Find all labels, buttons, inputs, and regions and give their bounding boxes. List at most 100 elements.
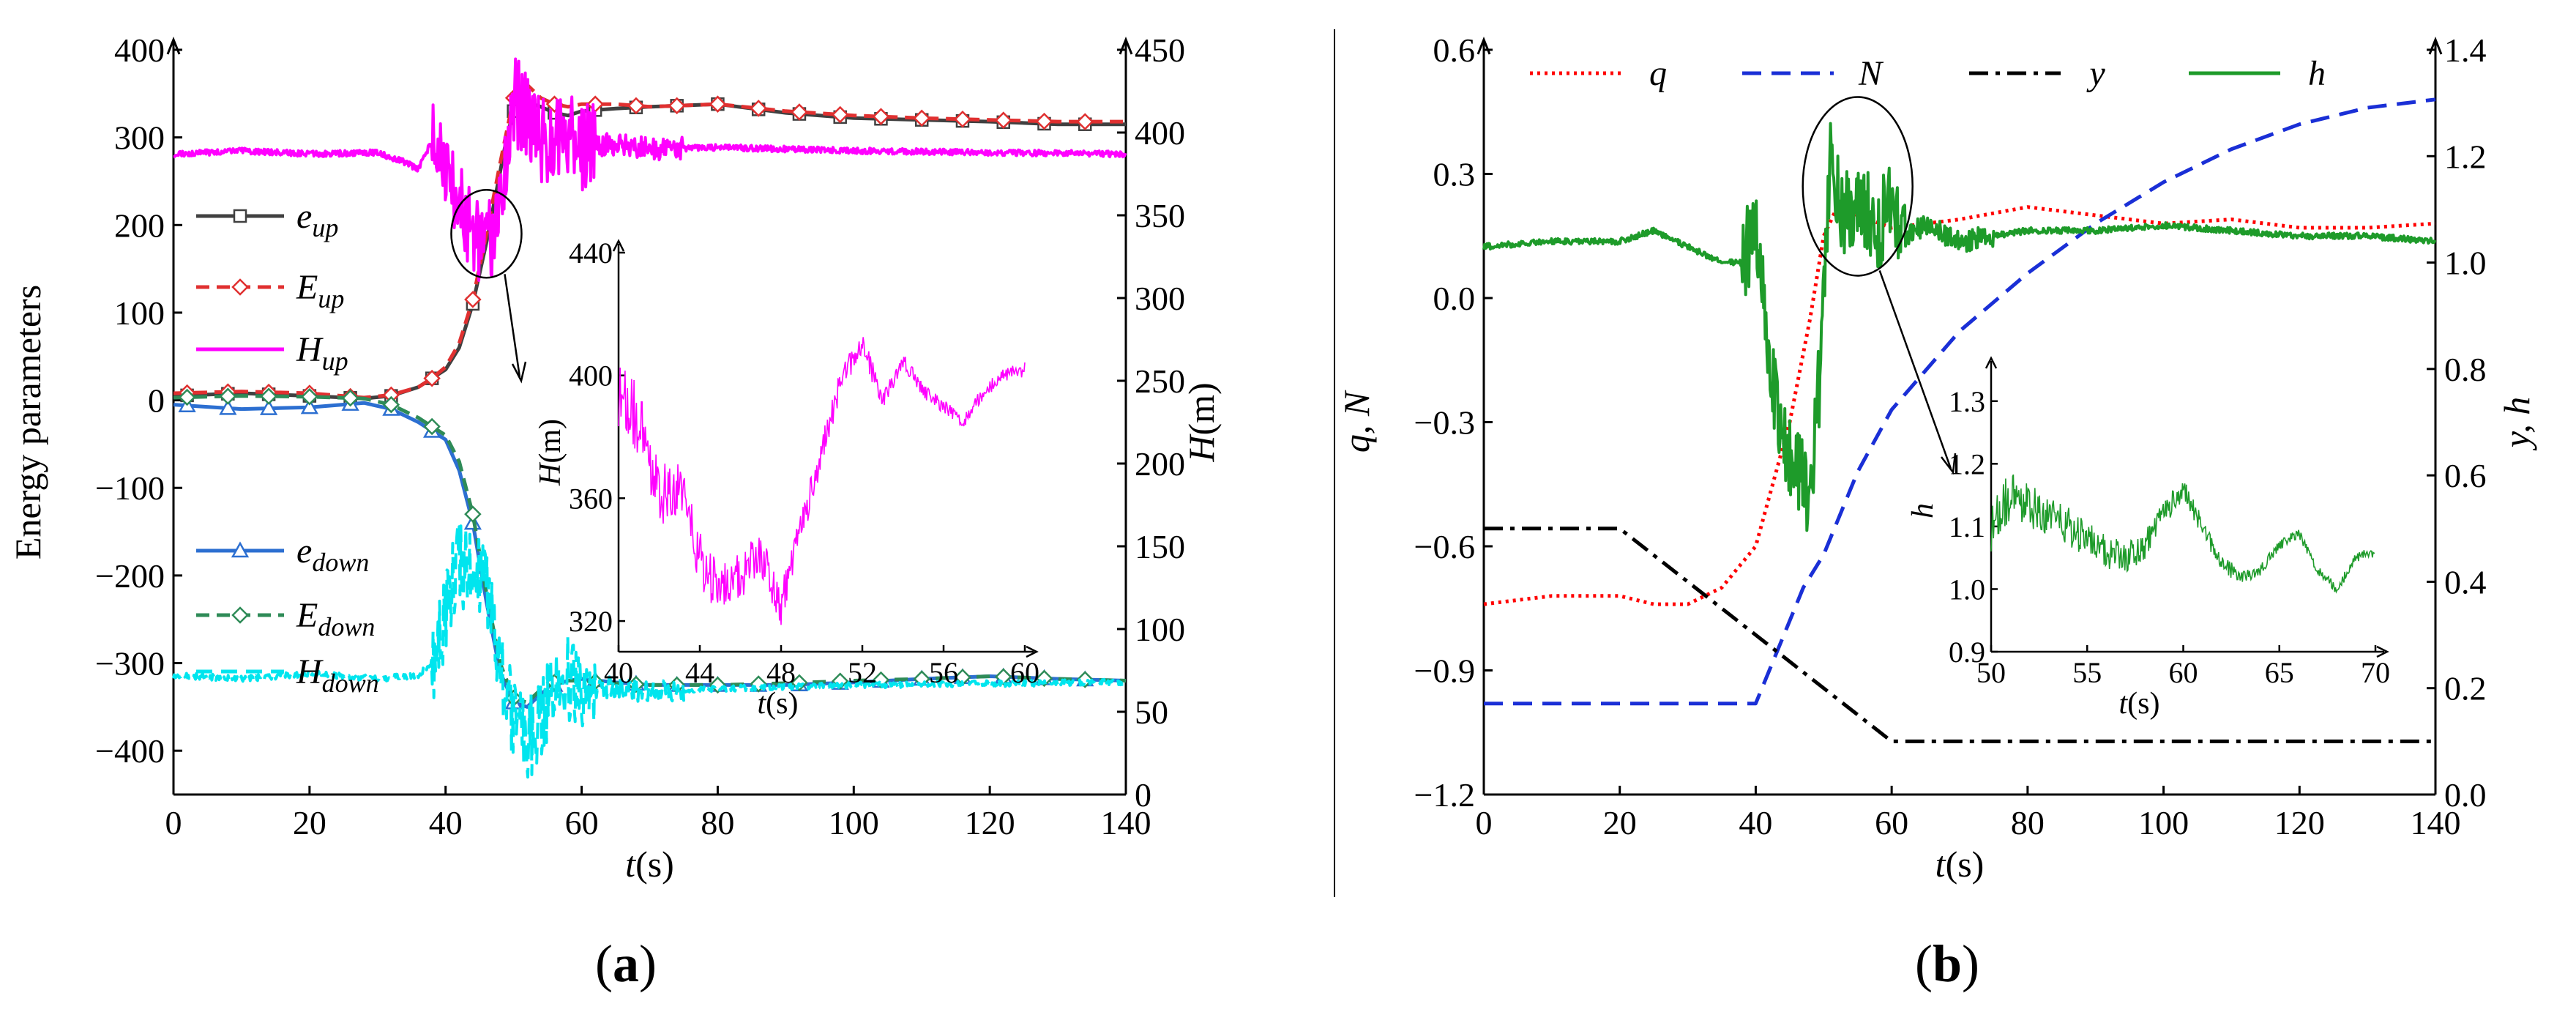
y-right-tick-label: 0.2	[2444, 670, 2487, 707]
inset-x-tick-label: 70	[2361, 656, 2390, 689]
panel-b-caption: (b)	[1915, 934, 1979, 993]
marker-E-up	[709, 95, 727, 113]
legend-a-marker	[231, 541, 250, 558]
inset-x-tick-label: 48	[766, 656, 796, 689]
zoom-arrowhead-a	[511, 361, 527, 384]
inset-x-arrow	[1026, 645, 1039, 658]
y-left-tick-label: −0.6	[1414, 528, 1475, 565]
y-left-tick-label: 0.3	[1433, 156, 1476, 193]
y-right-tick-label: 0.6	[2444, 457, 2487, 494]
marker-E-up	[1035, 112, 1053, 130]
x-axis-label: t(s)	[625, 844, 674, 885]
y-axis-right-label: H(m)	[1181, 382, 1222, 462]
y-right-tick-label: 0.4	[2444, 563, 2487, 600]
x-tick-label: 40	[429, 804, 463, 841]
legend-a-marker	[231, 606, 249, 624]
y-right-tick-label: 1.4	[2444, 31, 2487, 69]
y-right-tick-label: 450	[1135, 31, 1185, 69]
y-left-tick-label: −0.9	[1414, 652, 1475, 690]
inset-y-label: H(m)	[534, 419, 567, 486]
panel-b-chart: 0 20 40 60 80 100 120 140 −1.2 −0.9 −0.6 −0.3 0.0 0.3…	[1336, 31, 2537, 885]
x-tick-label: 0	[165, 804, 182, 841]
inset-x-tick-label: 65	[2265, 656, 2294, 689]
zoom-arrow-a	[504, 274, 521, 378]
marker-E-down	[219, 387, 237, 405]
y-right-tick-label: 0	[1135, 776, 1151, 814]
x-tick-label: 20	[1603, 804, 1637, 841]
x-tick-label: 60	[565, 804, 599, 841]
marker-e-down	[300, 398, 318, 414]
inset-series-line	[618, 337, 1026, 625]
x-tick-label: 100	[829, 804, 879, 841]
y-axis-left-label: q, N	[1336, 390, 1377, 453]
marker-E-up	[423, 369, 441, 387]
y-right-tick-label: 250	[1135, 362, 1185, 400]
legend-b-label: q	[1649, 54, 1667, 93]
marker-E-down	[260, 387, 277, 405]
x-tick-label: 120	[2274, 804, 2325, 841]
marker-E-down	[301, 388, 318, 406]
y-axis-right-label: y, h	[2496, 397, 2537, 451]
y-right-tick-label: 0.8	[2444, 351, 2487, 388]
x-tick-label: 0	[1476, 804, 1493, 841]
x-tick-label: 20	[293, 804, 326, 841]
legend-a-marker	[231, 278, 249, 296]
y-right-tick-label: 150	[1135, 528, 1185, 565]
y-left-tick-label: 100	[114, 294, 165, 332]
marker-E-up	[954, 110, 971, 128]
y-left-tick-label: −200	[95, 557, 165, 595]
y-left-tick-label: −1.2	[1414, 776, 1475, 814]
inset-y-tick-label: 320	[569, 605, 613, 638]
series-line-H-down	[172, 524, 1127, 779]
inset-x-tick-label: 60	[1010, 656, 1039, 689]
y-right-tick-label: 1.0	[2444, 245, 2487, 282]
panel-a-chart: 0 20 40 60 80 100 120 140 −400 −300 −200 −100 0 100 20…	[7, 31, 1222, 885]
marker-E-up	[913, 109, 930, 127]
legend-b-label: h	[2308, 54, 2326, 93]
y-right-tick-label: 100	[1135, 611, 1185, 648]
x-tick-label: 140	[2411, 804, 2461, 841]
legend-a-label: Edown	[296, 596, 375, 641]
zoom-circle-a	[450, 189, 523, 279]
marker-E-up	[1076, 113, 1094, 130]
y-right-tick-label: 0.0	[2444, 776, 2487, 814]
inset-y-tick-label: 1.0	[1949, 573, 1985, 606]
legend-a-marker	[233, 209, 247, 223]
inset-x-arrow	[2376, 645, 2389, 658]
inset-y-tick-label: 440	[569, 237, 613, 269]
y-left-tick-label: −300	[95, 645, 165, 682]
y-right-tick-label: 350	[1135, 197, 1185, 234]
inset-y-arrow	[1985, 356, 1998, 369]
zoom-arrow-b	[1878, 270, 1952, 469]
y-left-tick-label: 200	[114, 207, 165, 244]
y-left-tick-label: −400	[95, 732, 165, 770]
marker-E-down	[831, 672, 849, 690]
marker-E-down	[423, 417, 441, 436]
y-left-tick-label: −100	[95, 469, 165, 507]
x-tick-label: 140	[1101, 804, 1151, 841]
marker-E-up	[831, 105, 849, 124]
marker-E-up	[464, 291, 482, 308]
series-line-E-down	[173, 394, 1127, 704]
marker-E-up	[994, 111, 1012, 129]
marker-e-down	[219, 398, 237, 415]
inset-x-tick-label: 52	[848, 656, 877, 689]
marker-e-down	[259, 399, 278, 415]
inset-x-tick-label: 44	[685, 656, 714, 689]
legend-b-label: N	[1858, 54, 1884, 93]
panel-a-caption: (a)	[595, 934, 657, 993]
y-right-tick-label: 1.2	[2444, 138, 2487, 175]
inset-x-tick-label: 55	[2072, 656, 2102, 689]
inset-x-label: t(s)	[758, 687, 799, 721]
marker-E-down	[341, 389, 359, 407]
inset-series-line	[1990, 474, 2375, 594]
x-tick-label: 40	[1739, 804, 1772, 841]
series-line-H-up	[173, 57, 1127, 282]
inset-y-tick-label: 1.1	[1949, 510, 1985, 543]
inset-y-arrow	[612, 239, 625, 252]
y-right-tick-label: 200	[1135, 445, 1185, 483]
legend-a-label: Hdown	[296, 652, 379, 698]
inset-y-label: h	[1906, 503, 1940, 518]
y-right-tick-label: 400	[1135, 114, 1185, 152]
x-tick-label: 80	[2011, 804, 2045, 841]
